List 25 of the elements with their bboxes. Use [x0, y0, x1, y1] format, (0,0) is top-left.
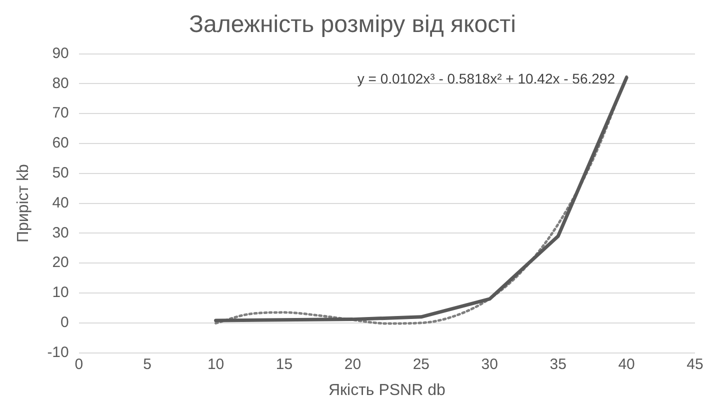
- x-tick-label: 0: [74, 356, 84, 373]
- y-tick-label: 20: [52, 254, 69, 272]
- x-tick-label: 20: [344, 356, 362, 373]
- x-tick-label: 30: [481, 356, 498, 373]
- chart-title: Залежність розміру від якості: [189, 11, 516, 38]
- x-tick-label: 15: [276, 356, 293, 373]
- x-axis-title: Якість PSNR db: [328, 382, 446, 399]
- x-tick-label: 25: [412, 356, 430, 373]
- y-tick-label: 0: [60, 314, 69, 332]
- y-tick-label: 30: [52, 224, 69, 242]
- annotation: y = 0.0102x³ - 0.5818x² + 10.42x - 56.292: [357, 70, 616, 87]
- x-tick-label: 45: [686, 356, 704, 373]
- x-tick-label: 35: [550, 356, 566, 373]
- x-tick-label: 10: [207, 356, 224, 373]
- y-tick-label: 10: [52, 284, 69, 302]
- x-tick-label: 40: [618, 356, 635, 373]
- y-tick-label: 70: [52, 104, 69, 122]
- x-tick-label: 5: [143, 356, 152, 373]
- y-tick-label: 80: [52, 74, 69, 92]
- y-axis-title: Приріст kb: [15, 164, 32, 243]
- y-tick-label: 90: [52, 44, 69, 62]
- y-tick-label: -10: [47, 344, 69, 361]
- y-tick-label: 60: [52, 134, 69, 152]
- y-tick-label: 40: [52, 194, 69, 212]
- y-tick-label: 50: [52, 164, 69, 182]
